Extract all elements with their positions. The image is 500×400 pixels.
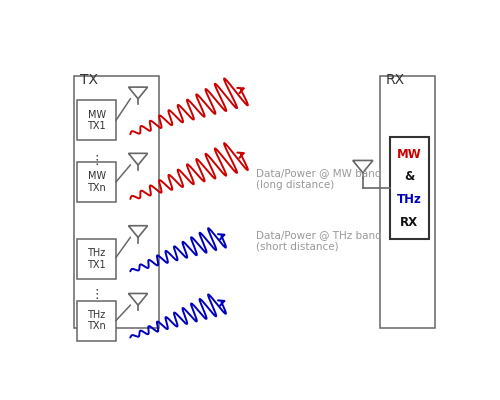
Bar	[74, 76, 160, 328]
Bar	[77, 300, 116, 341]
Text: RX: RX	[400, 216, 418, 228]
Text: MW
TX1: MW TX1	[88, 110, 106, 131]
Bar	[77, 162, 116, 202]
Text: MW
TXn: MW TXn	[87, 171, 106, 193]
Text: ⋮: ⋮	[90, 288, 102, 301]
Bar	[77, 100, 116, 140]
Text: ⋮: ⋮	[90, 154, 102, 167]
Text: MW: MW	[397, 148, 421, 161]
Text: Data/Power @ THz band
(short distance): Data/Power @ THz band (short distance)	[256, 230, 382, 251]
Text: RX: RX	[386, 72, 405, 86]
Text: TX: TX	[80, 72, 98, 86]
Bar	[380, 76, 434, 328]
Text: THz
TX1: THz TX1	[88, 248, 106, 270]
Text: Data/Power @ MW band
(long distance): Data/Power @ MW band (long distance)	[256, 168, 382, 190]
Text: &: &	[404, 170, 414, 183]
Text: THz
TXn: THz TXn	[87, 310, 106, 331]
Bar	[390, 137, 428, 239]
Text: THz: THz	[397, 193, 422, 206]
Bar	[77, 239, 116, 279]
